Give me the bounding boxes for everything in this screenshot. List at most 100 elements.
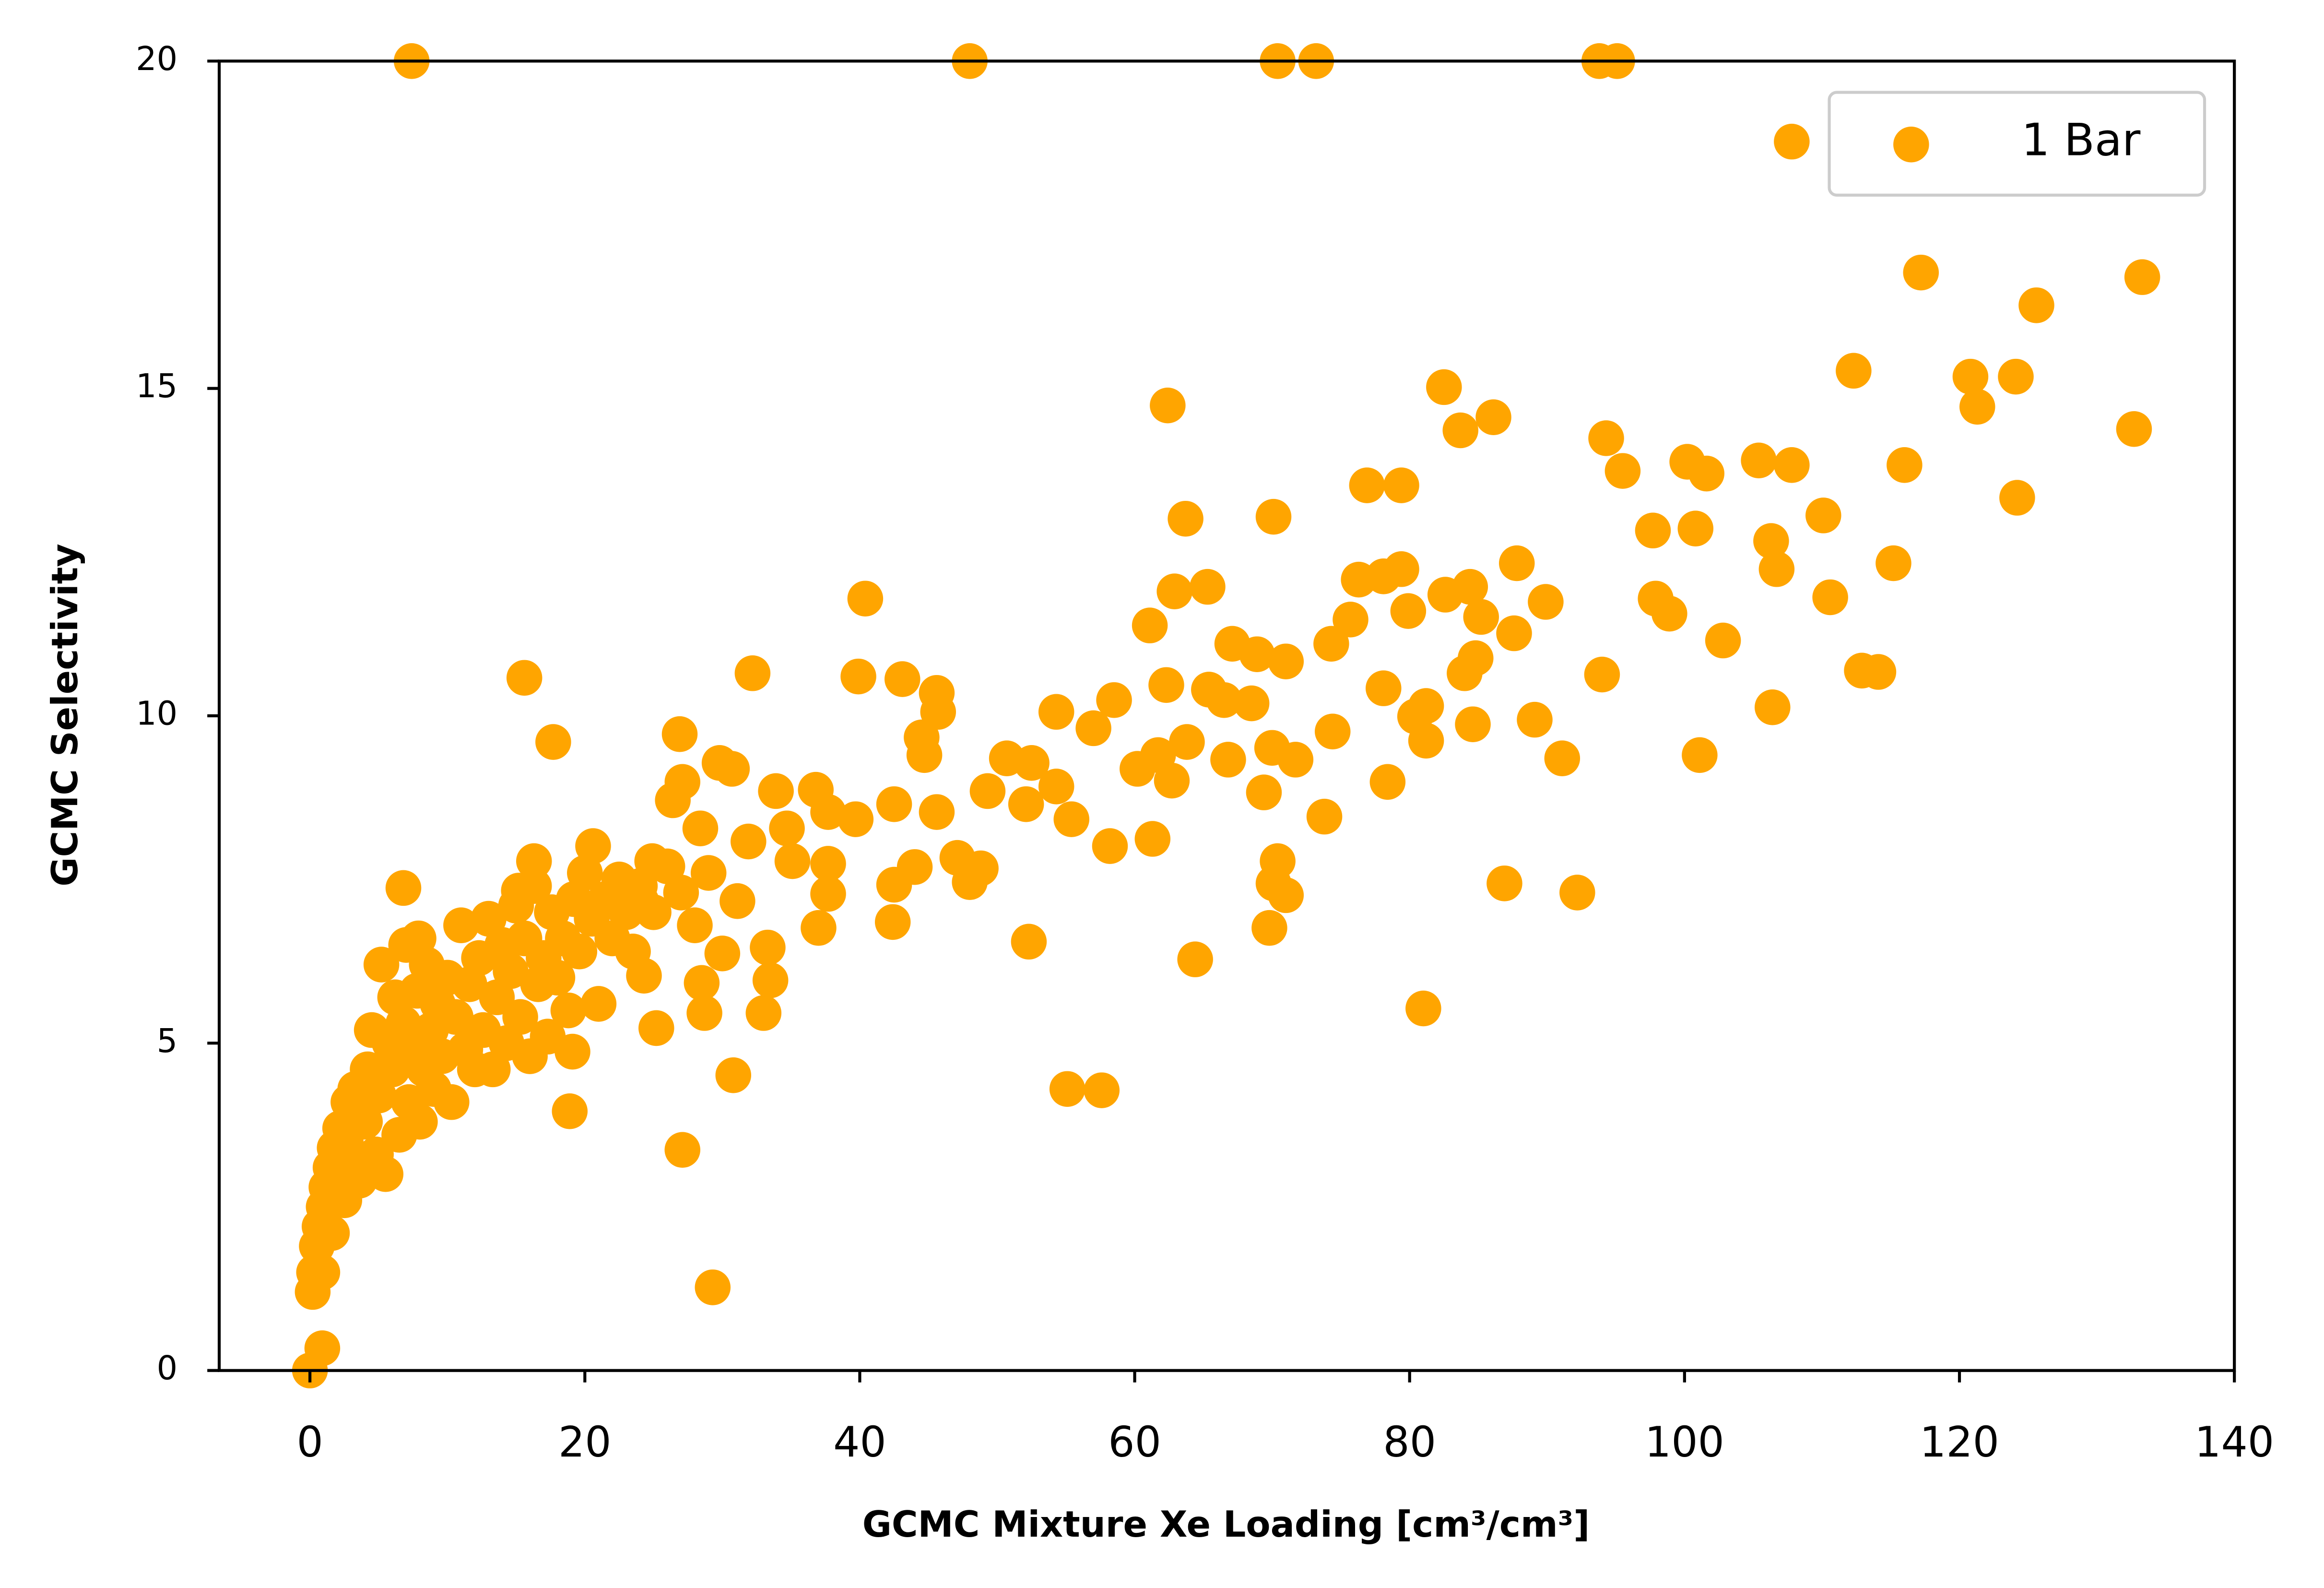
scatter-point: [1427, 577, 1463, 613]
scatter-point: [1134, 821, 1171, 857]
x-axis-label: GCMC Mixture Xe Loading [cm³/cm³]: [862, 1504, 1590, 1545]
scatter-point: [1455, 706, 1491, 742]
scatter-point: [1486, 865, 1522, 901]
scatter-point: [1206, 682, 1242, 718]
scatter-point: [471, 901, 507, 937]
scatter-point: [1517, 701, 1553, 738]
scatter-point: [2116, 411, 2152, 447]
scatter-point: [1588, 420, 1624, 456]
scatter-point: [516, 843, 552, 879]
scatter-point: [1038, 694, 1074, 730]
scatter-point: [677, 907, 713, 943]
scatter-point: [539, 960, 576, 996]
scatter-point: [1383, 467, 1419, 503]
legend-box: [1828, 91, 2206, 197]
scatter-point: [2018, 287, 2054, 323]
scatter-point: [1156, 573, 1192, 609]
scatter-point: [304, 1254, 341, 1291]
scatter-point: [952, 864, 988, 900]
scatter-point: [363, 947, 400, 983]
legend-marker: [1893, 126, 1929, 163]
scatter-point: [715, 1057, 752, 1093]
scatter-point: [969, 773, 1006, 809]
scatter-point: [1559, 875, 1595, 911]
scatter-point: [1447, 655, 1483, 691]
scatter-point: [402, 1103, 438, 1140]
scatter-point: [695, 1269, 731, 1305]
scatter-point: [664, 1132, 701, 1168]
scatter-point: [769, 810, 805, 846]
scatter-point: [580, 986, 617, 1022]
scatter-point: [801, 910, 837, 946]
scatter-point: [734, 655, 771, 691]
scatter-point: [401, 920, 436, 957]
scatter-point: [1168, 500, 1203, 537]
scatter-point: [1169, 724, 1205, 760]
scatter-point: [530, 1019, 566, 1055]
scatter-point: [1405, 990, 1441, 1027]
scatter-point: [1075, 710, 1111, 747]
marks: [292, 43, 2160, 1388]
scatter-point: [385, 870, 422, 906]
scatter-point: [1251, 910, 1287, 946]
scatter-point: [758, 773, 794, 809]
scatter-point: [810, 794, 846, 830]
scatter-point: [1442, 412, 1479, 449]
scatter-point: [535, 724, 571, 760]
scatter-point: [622, 868, 658, 904]
x-tick-label: 60: [1108, 1418, 1161, 1467]
scatter-point: [1008, 786, 1044, 822]
scatter-point: [1177, 941, 1213, 977]
scatter-point: [655, 782, 691, 818]
scatter-point: [615, 934, 651, 970]
scatter-point: [1836, 353, 1872, 389]
y-axis-label: GCMC Selectivity: [44, 544, 86, 887]
y-tick-label: 5: [157, 1022, 177, 1060]
scatter-point: [1268, 643, 1304, 679]
scatter-point: [684, 965, 720, 1001]
scatter-point: [682, 810, 719, 846]
scatter-point: [493, 953, 529, 989]
scatter-point: [686, 995, 722, 1031]
scatter-point: [1239, 636, 1275, 672]
scatter-point: [1255, 498, 1292, 535]
y-tick-label: 0: [157, 1350, 177, 1387]
scatter-point: [1805, 498, 1841, 533]
scatter-point: [1887, 447, 1923, 483]
scatter-point: [919, 794, 955, 830]
x-tick-label: 140: [2194, 1418, 2274, 1467]
scatter-point: [1366, 558, 1402, 594]
scatter-point: [1313, 626, 1349, 662]
scatter-point: [1774, 123, 1810, 160]
scatter-point: [1132, 607, 1168, 643]
scatter-point: [884, 661, 920, 697]
scatter-point: [638, 1010, 674, 1046]
x-tick-label: 0: [296, 1418, 323, 1467]
scatter-point: [516, 868, 552, 904]
scatter-point: [314, 1215, 350, 1251]
scatter-point: [1604, 453, 1641, 489]
scatter-point: [1496, 615, 1532, 652]
scatter-point: [1349, 467, 1385, 503]
scatter-point: [475, 1051, 511, 1088]
y-tick-label: 10: [136, 695, 177, 733]
x-tick-label: 100: [1645, 1418, 1724, 1467]
scatter-point: [876, 786, 912, 822]
x-tick-label: 40: [833, 1418, 886, 1467]
scatter-point: [1677, 510, 1714, 546]
scatter-point: [1544, 740, 1581, 776]
scatter-point: [1268, 877, 1304, 913]
scatter-point: [1154, 762, 1190, 799]
scatter-point: [714, 751, 750, 787]
scatter-point: [1190, 569, 1226, 605]
scatter-point: [1774, 447, 1810, 483]
scatter-point: [1306, 798, 1343, 835]
scatter-point: [552, 1093, 588, 1129]
scatter-point: [506, 660, 543, 696]
scatter-point: [1753, 523, 1789, 559]
scatter-point: [1408, 723, 1444, 759]
scatter-point: [1014, 745, 1050, 781]
scatter-point: [1688, 455, 1724, 492]
scatter-point: [690, 855, 727, 891]
